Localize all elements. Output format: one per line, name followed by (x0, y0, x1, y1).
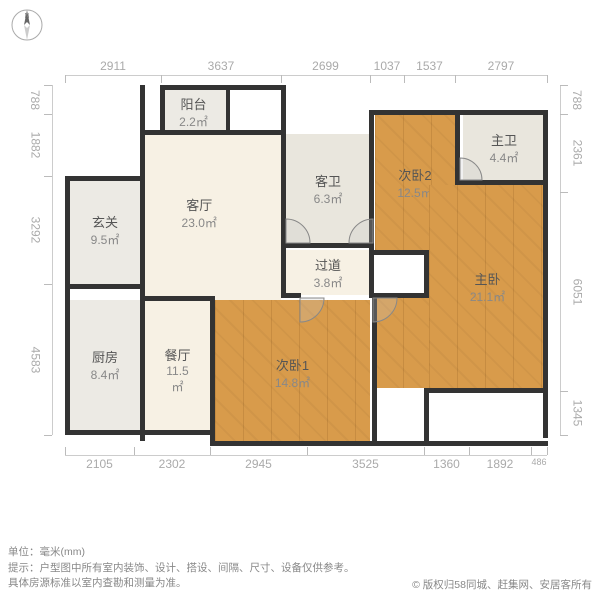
dimension-label: 2797 (455, 59, 547, 73)
dimension-label: 788 (564, 85, 590, 114)
dimension-label: 3637 (161, 59, 281, 73)
room-area: 9.5㎡ (91, 231, 120, 248)
dimension-label: 1037 (370, 59, 404, 73)
wall-segment (65, 430, 215, 435)
room-balcony: 阳台2.2㎡ (161, 90, 226, 134)
dimension-label: 486 (531, 457, 547, 467)
wall-segment (210, 441, 548, 446)
wall-segment (210, 296, 215, 446)
dimension-label: 3292 (22, 176, 48, 284)
room-area: 23.0㎡ (182, 214, 217, 231)
door-master-wc (460, 180, 482, 207)
tip-line-1: 提示：户型图中所有室内装饰、设计、搭设、间隔、尺寸、设备仅供参考。 (8, 561, 438, 577)
door-bedroom2 (373, 243, 397, 272)
room-label: 玄关 (91, 212, 120, 231)
room-label: 过道 (314, 255, 343, 274)
room-area: 2.2㎡ (179, 113, 208, 130)
svg-text:N: N (24, 13, 29, 20)
room-area: 4.4㎡ (490, 149, 519, 166)
room-kitchen: 厨房8.4㎡ (70, 300, 140, 430)
dimension-label: 788 (22, 85, 48, 114)
room-label: 厨房 (91, 347, 120, 366)
wall-segment (455, 110, 460, 185)
dimension-label: 2361 (564, 114, 590, 192)
dimension-label: 2302 (134, 457, 210, 471)
wall-segment (140, 176, 145, 441)
room-label: 客厅 (182, 195, 217, 214)
dimension-label: 1892 (469, 457, 531, 471)
dimension-label: 1537 (404, 59, 455, 73)
room-area: 6.3㎡ (314, 190, 343, 207)
dimension-label: 1360 (424, 457, 469, 471)
compass-icon: N (10, 8, 44, 42)
door-guest-wc (286, 243, 310, 272)
wall-segment (140, 130, 285, 135)
room-label: 主卧 (470, 269, 505, 288)
room-entry: 玄关9.5㎡ (70, 176, 140, 284)
room-area: 14.8㎡ (275, 374, 310, 391)
room-area: 11.5㎡ (161, 364, 194, 395)
dimension-label: 1882 (22, 114, 48, 176)
room-area: 21.1㎡ (470, 288, 505, 305)
room-label: 次卧1 (275, 355, 310, 374)
dimension-label: 2911 (65, 59, 161, 73)
room-area: 8.4㎡ (91, 366, 120, 383)
room-label: 客卫 (314, 171, 343, 190)
wall-segment (160, 85, 285, 90)
wall-segment (65, 284, 70, 434)
wall-segment (65, 176, 145, 181)
wall-segment (65, 176, 70, 289)
dimension-label: 6051 (564, 192, 590, 391)
door-bedroom1 (300, 298, 324, 327)
room-dining: 餐厅11.5㎡ (145, 310, 210, 430)
room-area: 3.8㎡ (314, 274, 343, 291)
dimension-label: 3525 (307, 457, 424, 471)
room-label: 阳台 (179, 94, 208, 113)
wall-segment (160, 85, 165, 134)
wall-segment (140, 296, 215, 301)
dimension-label: 4583 (22, 284, 48, 435)
dimension-label: 2105 (65, 457, 134, 471)
wall-segment (424, 388, 548, 393)
wall-segment (424, 388, 429, 445)
wall-segment (226, 88, 230, 132)
room-master: 主卧21.1㎡ (429, 185, 546, 388)
unit-label: 单位：毫米(mm) (8, 545, 438, 561)
dimension-label: 1345 (564, 391, 590, 435)
room-bedroom1: 次卧114.8㎡ (215, 300, 370, 445)
room-area: 12.5㎡ (397, 184, 432, 201)
copyright: © 版权归58同城、赶集网、安居客所有 (412, 577, 592, 592)
door-master (373, 298, 397, 327)
room-label: 次卧2 (397, 165, 432, 184)
wall-segment (281, 293, 301, 298)
tip-line-2: 具体房源标准以室内查勘和测量为准。 (8, 576, 438, 592)
room-label: 主卫 (490, 130, 519, 149)
room-living: 客厅23.0㎡ (140, 134, 281, 310)
dimension-label: 2945 (210, 457, 307, 471)
footer-note: 单位：毫米(mm) 提示：户型图中所有室内装饰、设计、搭设、间隔、尺寸、设备仅供… (8, 545, 438, 592)
room-label: 餐厅 (161, 345, 194, 364)
wall-segment (65, 284, 145, 289)
wall-segment (424, 250, 429, 298)
dimension-label: 2699 (281, 59, 370, 73)
